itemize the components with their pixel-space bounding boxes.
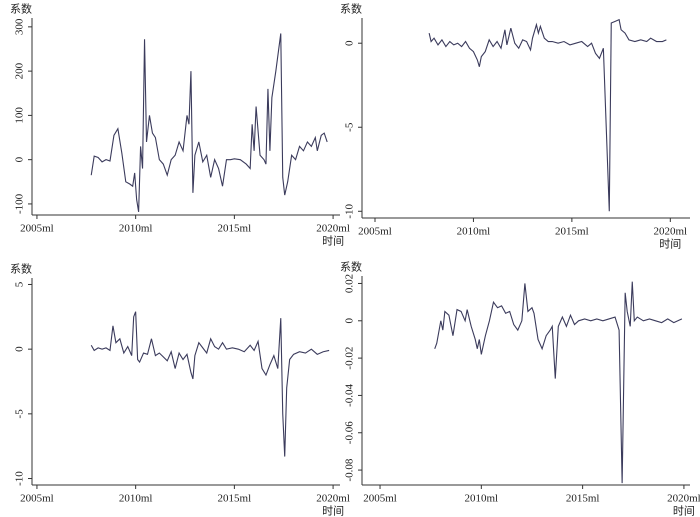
data-line xyxy=(428,18,667,212)
y-tick-label: 300 xyxy=(14,18,26,35)
y-tick-label: 0 xyxy=(344,318,356,324)
data-line xyxy=(90,311,330,457)
y-tick-label: -10 xyxy=(344,203,356,218)
x-tick-label: 2015ml xyxy=(218,223,252,235)
y-tick-label: -100 xyxy=(14,193,26,214)
x-tick-label: 2020ml xyxy=(653,226,687,238)
x-tick-label: 2005ml xyxy=(363,493,397,505)
x-axis-title: 时间 xyxy=(673,505,695,517)
y-axis-title: 系数 xyxy=(10,263,32,276)
x-axis-title: 时间 xyxy=(322,235,344,248)
x-tick-label: 2010ml xyxy=(457,226,491,238)
y-tick-label: -0.06 xyxy=(344,421,356,444)
y-tick-label: 0 xyxy=(344,40,356,46)
x-tick-label: 2020ml xyxy=(316,223,350,235)
y-tick-label: 100 xyxy=(14,107,26,124)
y-tick-label: 5 xyxy=(14,281,26,287)
y-tick-label: 200 xyxy=(14,62,26,79)
x-axis-title: 时间 xyxy=(659,238,681,251)
y-tick-label: -10 xyxy=(14,471,26,486)
x-tick-label: 2010ml xyxy=(119,493,153,505)
y-tick-label: 0 xyxy=(14,156,26,162)
data-line xyxy=(90,33,328,212)
x-tick-label: 2015ml xyxy=(555,226,589,238)
y-tick-label: 0 xyxy=(14,346,26,352)
y-tick-label: -0.08 xyxy=(344,458,356,481)
x-tick-label: 2010ml xyxy=(465,493,499,505)
x-tick-label: 2005ml xyxy=(358,226,392,238)
x-tick-label: 2005ml xyxy=(20,493,54,505)
x-tick-label: 2020ml xyxy=(316,493,350,505)
y-tick-label: -5 xyxy=(14,409,26,419)
x-tick-label: 2015ml xyxy=(566,493,600,505)
x-tick-label: 2010ml xyxy=(119,223,153,235)
x-tick-label: 2020ml xyxy=(667,493,700,505)
y-tick-label: 0.02 xyxy=(344,274,356,293)
x-tick-label: 2005ml xyxy=(20,223,54,235)
data-line xyxy=(434,281,683,484)
x-tick-label: 2015ml xyxy=(218,493,252,505)
y-tick-label: -5 xyxy=(344,122,356,132)
y-axis-title: 系数 xyxy=(340,261,362,274)
y-tick-label: -0.02 xyxy=(344,347,356,370)
y-axis-title: 系数 xyxy=(340,3,362,16)
x-axis-title: 时间 xyxy=(322,505,344,517)
y-axis-title: 系数 xyxy=(10,3,32,16)
y-tick-label: -0.04 xyxy=(344,383,356,406)
